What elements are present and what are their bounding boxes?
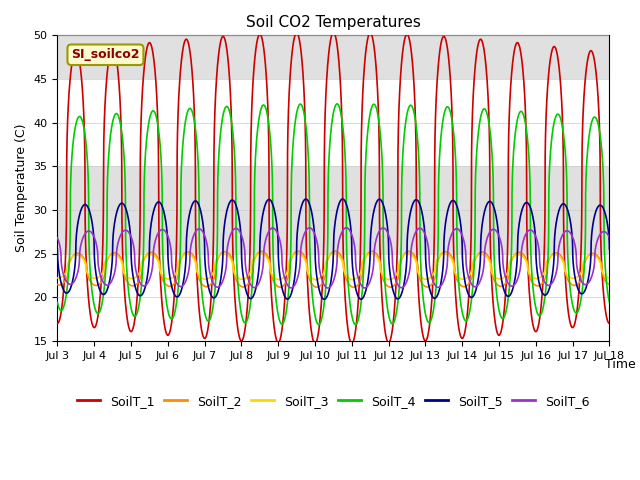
Y-axis label: Soil Temperature (C): Soil Temperature (C) — [15, 124, 28, 252]
X-axis label: Time: Time — [605, 358, 636, 371]
Bar — [58, 166, 609, 253]
Title: Soil CO2 Temperatures: Soil CO2 Temperatures — [246, 15, 421, 30]
Text: SI_soilco2: SI_soilco2 — [71, 48, 140, 61]
Bar — [58, 36, 609, 79]
Legend: SoilT_1, SoilT_2, SoilT_3, SoilT_4, SoilT_5, SoilT_6: SoilT_1, SoilT_2, SoilT_3, SoilT_4, Soil… — [72, 390, 595, 413]
